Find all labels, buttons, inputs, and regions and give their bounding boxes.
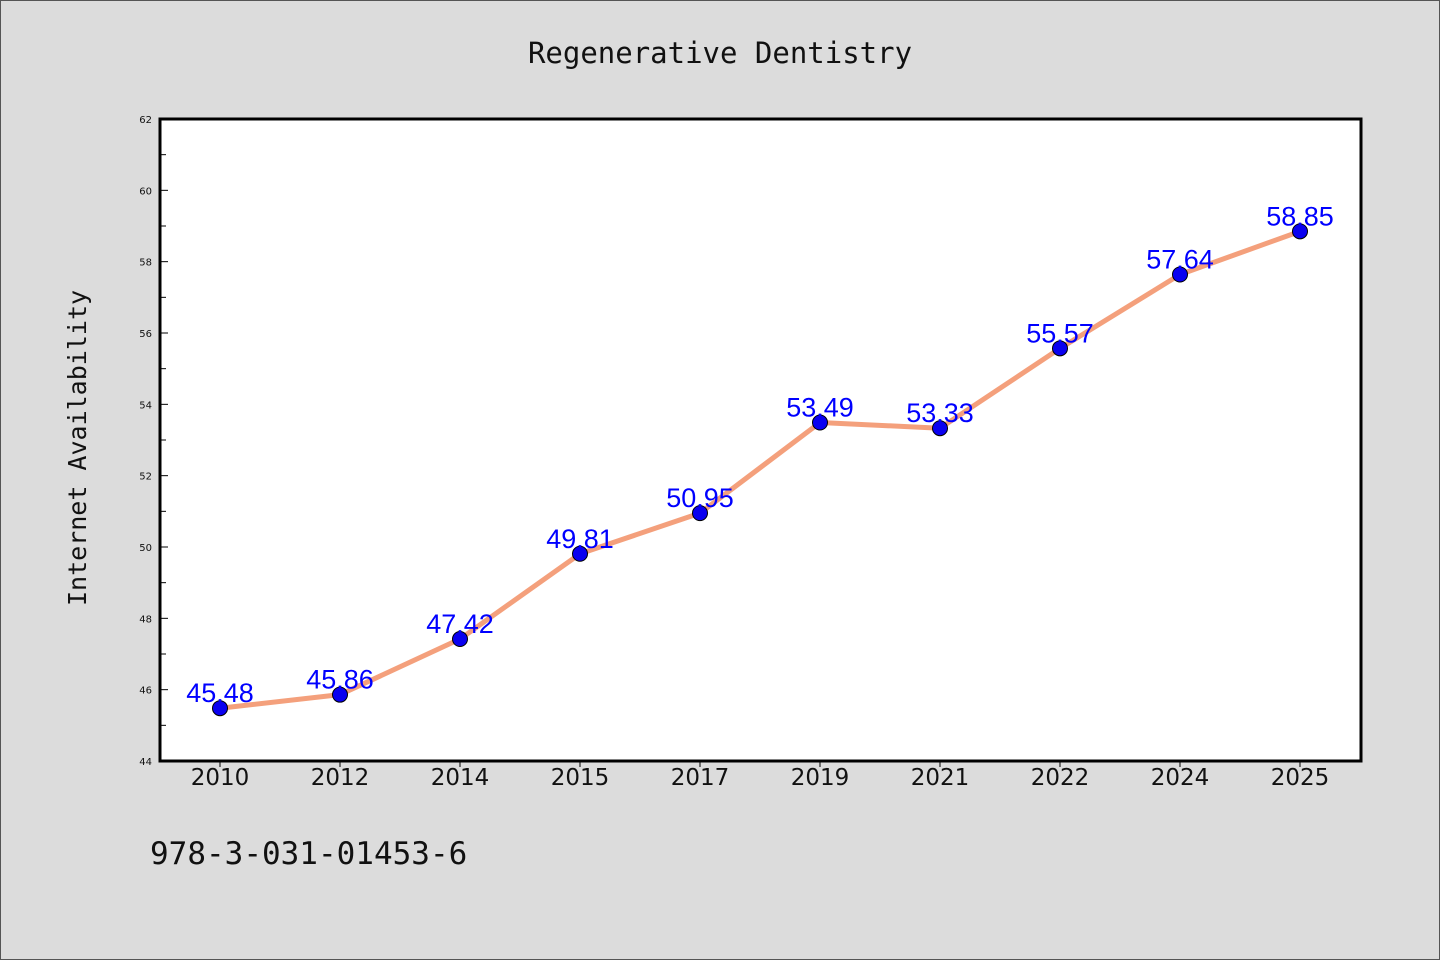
x-axis-ticks: 2010 2012 2014 2015 2017 2019 2021 2022 2024 2025 [191, 761, 1330, 791]
data-series [217, 228, 1303, 711]
data-label: 57.64 [1146, 245, 1214, 275]
y-tick-label: 46 [139, 686, 152, 697]
data-point [452, 631, 468, 648]
data-label: 50.95 [666, 483, 734, 513]
x-tick-label: 2024 [1151, 765, 1210, 791]
y-tick-label: 44 [139, 757, 152, 768]
y-tick-label: 62 [139, 115, 152, 126]
data-point [1172, 266, 1188, 283]
y-tick-label: 48 [139, 614, 152, 625]
y-axis-label: Internet Availability [63, 290, 92, 606]
x-tick-label: 2021 [911, 765, 970, 791]
data-point [1052, 340, 1068, 357]
data-label: 58.85 [1266, 201, 1334, 231]
data-point [212, 700, 228, 717]
data-point [572, 545, 588, 562]
y-tick-label: 54 [139, 400, 152, 411]
data-points [212, 223, 1308, 717]
x-tick-label: 2017 [671, 765, 730, 791]
data-label: 49.81 [546, 524, 614, 554]
data-point [332, 686, 348, 703]
x-tick-label: 2019 [791, 765, 850, 791]
plot-area [158, 117, 1363, 763]
x-tick-label: 2025 [1271, 765, 1330, 791]
y-tick-label: 58 [139, 258, 152, 269]
x-tick-label: 2022 [1031, 765, 1090, 791]
x-tick-label: 2010 [191, 765, 250, 791]
y-tick-label: 50 [139, 543, 152, 554]
y-tick-label: 60 [139, 186, 152, 197]
data-label: 47.42 [426, 609, 494, 639]
data-point [812, 414, 828, 431]
data-label: 53.33 [906, 398, 974, 428]
data-point [1292, 223, 1308, 240]
y-axis-ticks: 44 46 48 50 52 54 56 58 60 62 [139, 115, 168, 768]
data-label: 45.48 [186, 678, 254, 708]
y-tick-label: 56 [139, 329, 152, 340]
x-tick-label: 2015 [551, 765, 610, 791]
data-label: 55.57 [1026, 318, 1094, 348]
series-line [217, 228, 1303, 711]
chart-title: Regenerative Dentistry [528, 36, 912, 70]
data-point [692, 505, 708, 522]
data-label: 53.49 [786, 393, 854, 423]
y-tick-label: 52 [139, 472, 152, 483]
data-label: 45.86 [306, 665, 374, 695]
data-labels: 45.48 45.86 47.42 49.81 50.95 53.49 53.33 55.57… [186, 201, 1334, 708]
footer-isbn: 978-3-031-01453-6 [150, 836, 467, 872]
data-point [932, 420, 948, 437]
x-tick-label: 2014 [431, 765, 490, 791]
x-tick-label: 2012 [311, 765, 370, 791]
